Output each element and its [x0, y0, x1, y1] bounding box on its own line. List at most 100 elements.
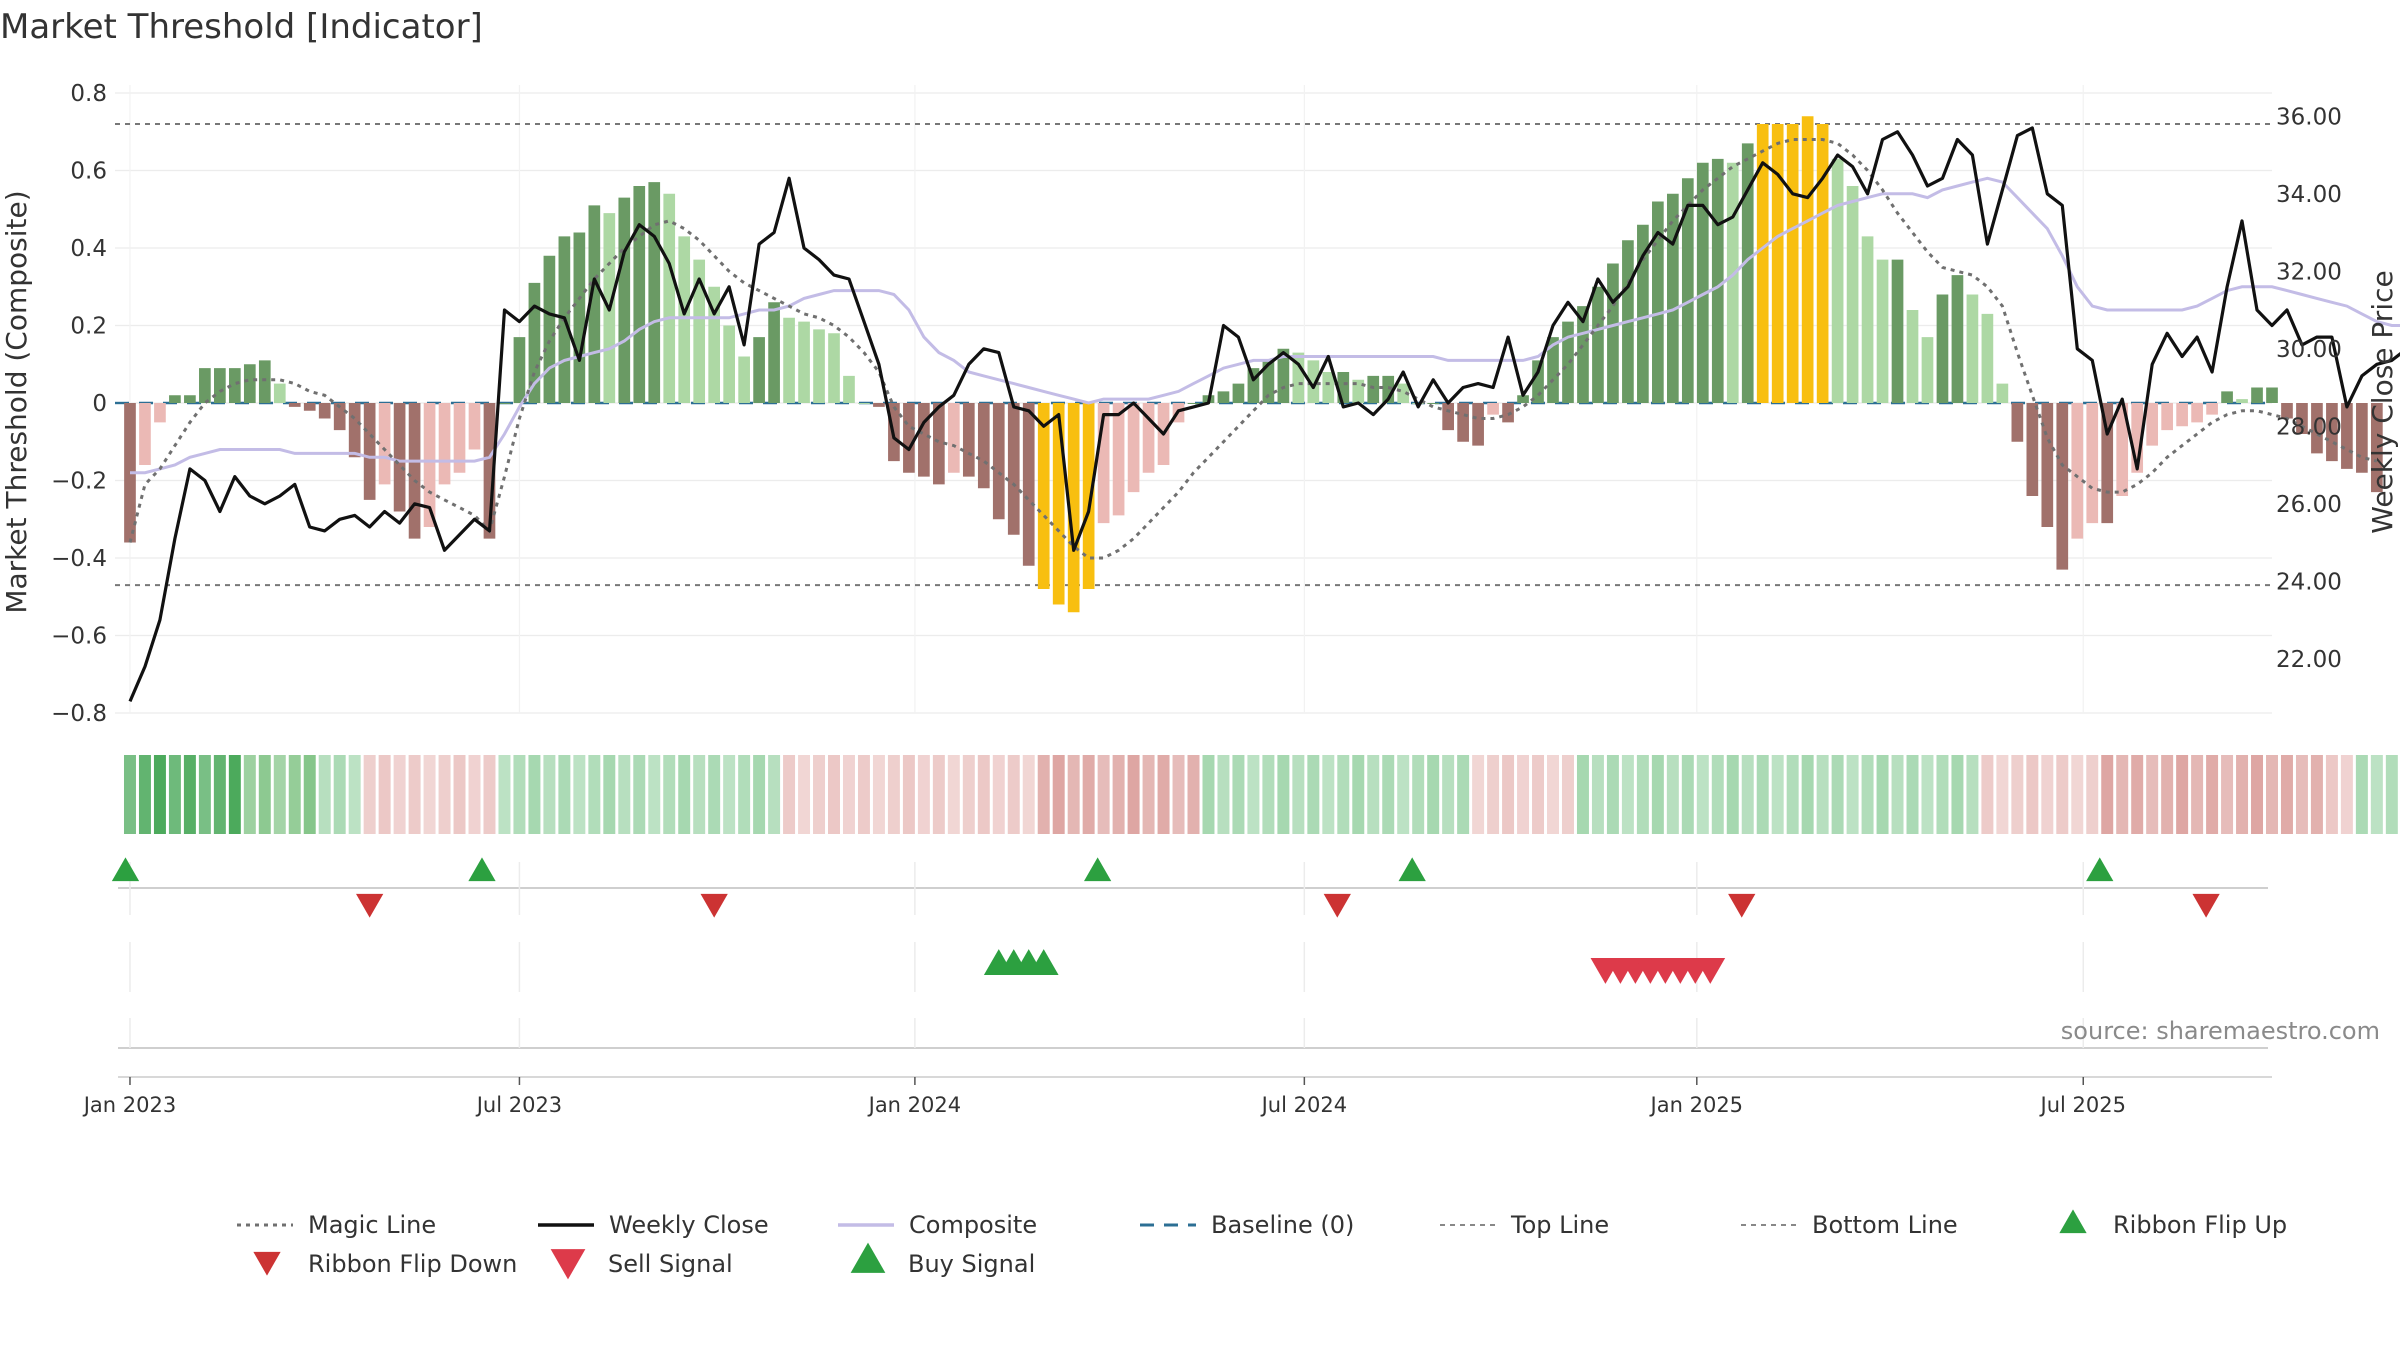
- left-tick-label: 0.6: [70, 159, 107, 185]
- ribbon-segment: [1262, 755, 1275, 834]
- left-tick-label: −0.6: [51, 624, 107, 650]
- composite-bar: [588, 205, 601, 403]
- x-axis-ticks: Jan 2023 Jul 2023 Jan 2024 Jul 2024 Jan 2025…: [82, 1077, 2126, 1117]
- ribbon-segment: [1067, 755, 1080, 834]
- ribbon-segment: [977, 755, 990, 834]
- composite-bar: [1487, 403, 1499, 415]
- composite-bar: [1022, 403, 1035, 566]
- composite-bar: [1187, 403, 1200, 404]
- right-tick-label: 34.00: [2276, 182, 2342, 208]
- ribbon-segment: [798, 755, 811, 834]
- weekly-close-line: [128, 126, 2400, 703]
- composite-bar: [947, 403, 960, 473]
- composite-bar: [1322, 372, 1335, 403]
- composite-bar: [2251, 387, 2263, 403]
- composite-bar: [453, 403, 466, 473]
- ribbon-segment: [813, 755, 826, 834]
- source-label: source: sharemaestro.com: [2061, 1017, 2380, 1045]
- composite-bar: [2131, 403, 2144, 473]
- ribbon-segment: [1561, 755, 1574, 834]
- signal-panel-grid: [118, 862, 2272, 1078]
- ribbon-segment: [168, 755, 181, 834]
- ribbon-segment: [243, 755, 256, 834]
- ribbon-segment: [1876, 755, 1889, 834]
- composite-bar: [2026, 403, 2039, 496]
- composite-bar: [483, 403, 496, 539]
- ribbon-segment: [528, 755, 541, 834]
- ribbon-segment: [1037, 755, 1050, 834]
- composite-bar: [753, 337, 765, 403]
- composite-bar: [273, 383, 286, 403]
- ribbon-segment: [2325, 755, 2338, 834]
- ribbon-segment: [153, 755, 166, 834]
- ribbon-segment: [573, 755, 586, 834]
- ribbon-segment: [633, 755, 646, 834]
- composite-bar: [1771, 124, 1784, 403]
- right-axis-label: Weekly Close Price: [2366, 270, 2399, 533]
- composite-bar: [1801, 116, 1814, 403]
- ribbon-segment: [2206, 755, 2219, 834]
- ribbon-flip-down-marker: [1728, 893, 1756, 918]
- ribbon-segment: [1217, 755, 1230, 834]
- composite-bar: [1981, 313, 1994, 403]
- ribbon-segment: [288, 755, 301, 834]
- composite-bar: [2326, 403, 2338, 462]
- composite-bar: [1711, 158, 1724, 403]
- composite-bar: [2161, 403, 2173, 431]
- composite-bar: [513, 337, 526, 403]
- composite-bar: [288, 403, 301, 407]
- right-tick-label: 32.00: [2276, 259, 2342, 285]
- composite-bar: [2206, 403, 2218, 415]
- legend-label: Magic Line: [308, 1211, 436, 1239]
- composite-bar: [468, 403, 481, 450]
- ribbon-segment: [2101, 755, 2114, 834]
- ribbon-segment: [603, 755, 616, 834]
- composite-bar: [1382, 375, 1395, 403]
- composite-bar: [1996, 383, 2009, 403]
- legend-swatch: [550, 1249, 586, 1280]
- composite-bar: [873, 403, 885, 407]
- x-tick-label: Jan 2025: [1649, 1093, 1744, 1117]
- composite-bar: [1142, 403, 1155, 473]
- ribbon-segment: [1576, 755, 1589, 834]
- ribbon-segment: [408, 755, 421, 834]
- ribbon-segment: [663, 755, 676, 834]
- ribbon-segment: [768, 755, 781, 834]
- ribbon-flip-up-marker: [111, 857, 140, 882]
- ribbon-segment: [198, 755, 211, 834]
- legend-label: Ribbon Flip Down: [308, 1250, 517, 1278]
- composite-bar: [1232, 383, 1245, 403]
- ribbon-segment: [1412, 755, 1425, 834]
- ribbon-segment: [2056, 755, 2069, 834]
- ribbon-segment: [1831, 755, 1844, 834]
- signal-markers: [111, 857, 2220, 984]
- composite-bar: [378, 403, 391, 485]
- composite-bar: [962, 403, 975, 477]
- ribbon-segment: [1801, 755, 1814, 834]
- legend-label: Sell Signal: [608, 1250, 733, 1278]
- ribbon-segment: [1502, 755, 1515, 834]
- ribbon-segment: [1606, 755, 1619, 834]
- ribbon-segment: [1966, 755, 1979, 834]
- ribbon-segment: [258, 755, 271, 834]
- ribbon-flip-down-marker: [2192, 893, 2220, 918]
- left-axis-label: Market Threshold (Composite): [0, 190, 33, 613]
- composite-bar: [1367, 375, 1380, 403]
- right-axis-ticks: 36.00 34.00 32.00 30.00 28.00 26.00 24.00 22.00: [2276, 104, 2342, 673]
- ribbon-segment: [1741, 755, 1754, 834]
- ribbon-segment: [1247, 755, 1260, 834]
- ribbon-segment: [2176, 755, 2189, 834]
- composite-bar: [2086, 403, 2099, 524]
- ribbon-segment: [1846, 755, 1859, 834]
- gridlines: [115, 85, 2272, 714]
- composite-bar: [543, 255, 556, 403]
- composite-bar: [693, 259, 706, 403]
- composite-bar: [2236, 399, 2248, 403]
- ribbon-flip-down-marker: [356, 893, 384, 918]
- composite-bar: [184, 395, 196, 403]
- buy-signal-marker: [1028, 949, 1059, 976]
- legend-label: Bottom Line: [1812, 1211, 1958, 1239]
- ribbon-segment: [2221, 755, 2234, 834]
- ribbon-segment: [1996, 755, 2009, 834]
